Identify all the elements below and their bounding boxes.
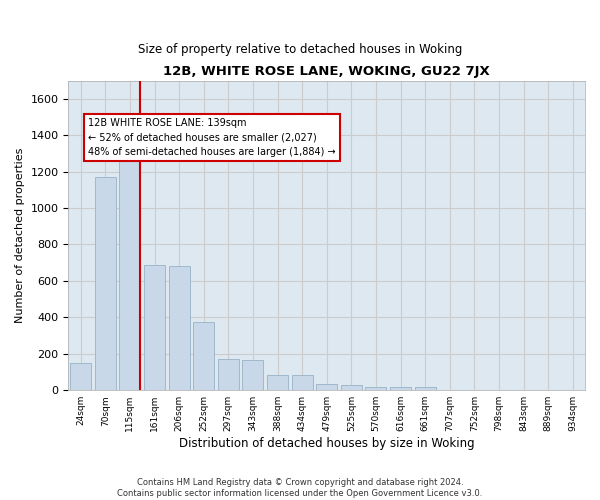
Bar	[242, 360, 263, 390]
Bar	[144, 264, 165, 390]
Bar	[95, 177, 116, 390]
Bar	[341, 384, 362, 390]
Bar	[70, 364, 91, 390]
Bar	[119, 160, 140, 390]
Bar	[390, 386, 411, 390]
Bar	[169, 266, 190, 390]
Bar	[292, 376, 313, 390]
X-axis label: Distribution of detached houses by size in Woking: Distribution of detached houses by size …	[179, 437, 475, 450]
Bar	[267, 376, 288, 390]
Text: 12B WHITE ROSE LANE: 139sqm
← 52% of detached houses are smaller (2,027)
48% of : 12B WHITE ROSE LANE: 139sqm ← 52% of det…	[88, 118, 336, 158]
Bar	[316, 384, 337, 390]
Bar	[415, 388, 436, 390]
Text: Size of property relative to detached houses in Woking: Size of property relative to detached ho…	[138, 42, 462, 56]
Bar	[218, 359, 239, 390]
Bar	[193, 322, 214, 390]
Title: 12B, WHITE ROSE LANE, WOKING, GU22 7JX: 12B, WHITE ROSE LANE, WOKING, GU22 7JX	[163, 65, 490, 78]
Y-axis label: Number of detached properties: Number of detached properties	[15, 148, 25, 323]
Bar	[365, 386, 386, 390]
Text: Contains HM Land Registry data © Crown copyright and database right 2024.
Contai: Contains HM Land Registry data © Crown c…	[118, 478, 482, 498]
